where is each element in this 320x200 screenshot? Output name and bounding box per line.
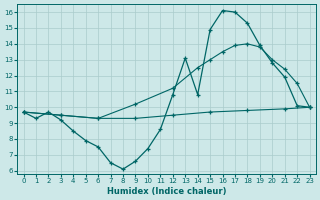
X-axis label: Humidex (Indice chaleur): Humidex (Indice chaleur) [107,187,226,196]
